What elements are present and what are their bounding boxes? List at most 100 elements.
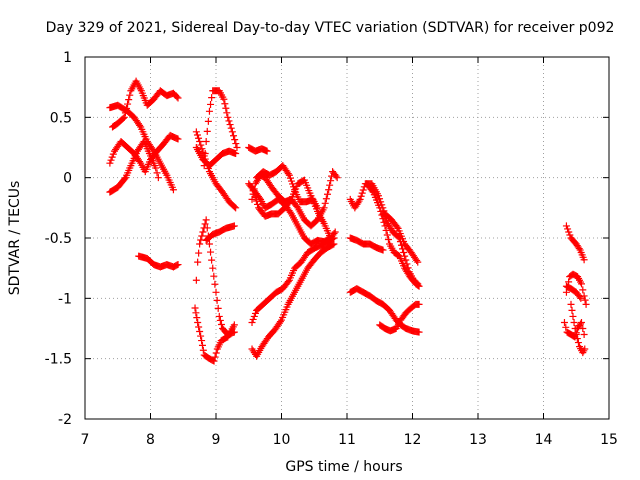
- series-arc-v: [379, 210, 422, 288]
- data-point: [356, 195, 364, 203]
- data-point: [122, 104, 130, 112]
- data-point: [403, 260, 411, 268]
- data-point: [415, 300, 423, 308]
- series-arc-q: [248, 240, 338, 360]
- data-point: [196, 137, 204, 145]
- data-point: [321, 199, 329, 207]
- data-point: [192, 276, 200, 284]
- data-point: [325, 186, 333, 194]
- data-point: [196, 240, 204, 248]
- data-point: [210, 272, 218, 280]
- data-point: [562, 222, 570, 230]
- data-point: [221, 100, 229, 108]
- data-point: [401, 252, 409, 260]
- series-arc-x: [376, 300, 423, 335]
- y-tick-label: -0.5: [45, 231, 72, 247]
- data-point: [212, 349, 220, 357]
- data-point: [562, 288, 570, 296]
- data-point: [565, 228, 573, 236]
- data-point: [119, 114, 127, 122]
- data-point: [577, 294, 585, 302]
- data-point: [230, 132, 238, 140]
- series-arc-j: [191, 304, 238, 365]
- x-tick-label: 9: [212, 432, 221, 448]
- data-point: [213, 296, 221, 304]
- data-point: [106, 159, 114, 167]
- data-point: [211, 280, 219, 288]
- data-point: [330, 240, 338, 248]
- data-point: [253, 200, 261, 208]
- data-point: [331, 228, 339, 236]
- data-point: [208, 256, 216, 264]
- data-point: [395, 234, 403, 242]
- data-point: [220, 95, 228, 103]
- data-point: [217, 320, 225, 328]
- data-point: [579, 286, 587, 294]
- data-point: [107, 156, 115, 164]
- data-point: [174, 94, 182, 102]
- x-tick-label: 10: [273, 432, 291, 448]
- data-point: [152, 164, 160, 172]
- x-tick-label: 14: [535, 432, 553, 448]
- data-point: [205, 107, 213, 115]
- y-axis-label: SDTVAR / TECUs: [7, 181, 23, 296]
- data-point: [195, 249, 203, 257]
- data-point: [209, 264, 217, 272]
- data-point: [201, 220, 209, 228]
- data-point: [384, 236, 392, 244]
- data-point: [402, 256, 410, 264]
- data-point: [120, 113, 128, 121]
- data-point: [284, 170, 292, 178]
- data-point: [198, 337, 206, 345]
- data-point: [195, 134, 203, 142]
- series-arc-p: [253, 162, 322, 212]
- data-point: [248, 318, 256, 326]
- data-point: [174, 135, 182, 143]
- data-point: [222, 104, 230, 112]
- data-point: [320, 204, 328, 212]
- series-arc-g: [192, 128, 240, 212]
- series-arc-d: [109, 77, 182, 131]
- x-tick-label: 11: [338, 432, 356, 448]
- data-point: [214, 304, 222, 312]
- x-tick-label: 7: [81, 432, 90, 448]
- data-point: [397, 241, 405, 249]
- data-point: [201, 150, 209, 158]
- data-point: [232, 140, 240, 148]
- chart-title: Day 329 of 2021, Sidereal Day-to-day VTE…: [46, 20, 615, 36]
- data-point: [358, 189, 366, 197]
- data-point: [194, 258, 202, 266]
- series-arc-t: [346, 234, 387, 254]
- series-arc-f: [192, 144, 240, 170]
- series-arc-y: [562, 222, 588, 264]
- data-point: [232, 150, 240, 158]
- data-point: [581, 296, 589, 304]
- data-point: [225, 117, 233, 125]
- data-point: [136, 158, 144, 166]
- data-point: [573, 335, 581, 343]
- data-point: [125, 96, 133, 104]
- data-point: [276, 318, 284, 326]
- data-point: [568, 306, 576, 314]
- data-point: [383, 231, 391, 239]
- data-point: [414, 280, 422, 288]
- data-point: [208, 94, 216, 102]
- data-point: [368, 187, 376, 195]
- data-point: [580, 331, 588, 339]
- x-tick-label: 8: [146, 432, 155, 448]
- y-tick-label: -2: [58, 412, 72, 428]
- data-point: [198, 232, 206, 240]
- data-point: [374, 192, 382, 200]
- data-point: [230, 321, 238, 329]
- data-point: [249, 187, 257, 195]
- data-point: [191, 304, 199, 312]
- data-point: [332, 172, 340, 180]
- data-point: [577, 320, 585, 328]
- data-point: [203, 127, 211, 135]
- x-tick-label: 12: [404, 432, 422, 448]
- data-point: [400, 248, 408, 256]
- data-point: [413, 279, 421, 287]
- series-arc-l: [245, 144, 271, 155]
- data-point: [560, 318, 568, 326]
